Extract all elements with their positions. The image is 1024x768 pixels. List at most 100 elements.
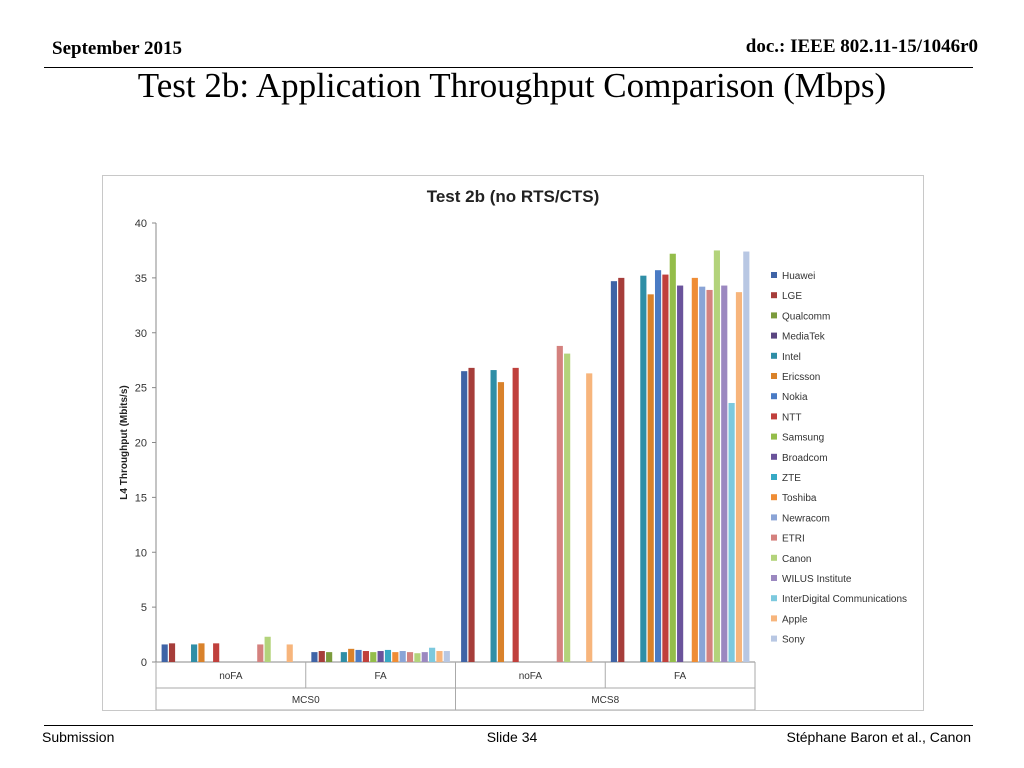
header-divider [44, 67, 973, 68]
y-tick-label: 40 [135, 218, 147, 230]
bar-huawei [461, 371, 468, 662]
bar-lge [168, 643, 176, 662]
x-group-label: MCS0 [292, 695, 320, 706]
bar-lge [318, 651, 325, 662]
bar-ntt [362, 651, 369, 662]
bar-ericsson [497, 382, 505, 662]
legend-label: LGE [782, 291, 802, 302]
legend-swatch [771, 635, 777, 642]
legend-label: ZTE [782, 473, 801, 484]
legend-swatch [771, 393, 777, 400]
chart-frame: Test 2b (no RTS/CTS) L4 Throughput (Mbits… [102, 175, 924, 711]
bar-etri [257, 644, 264, 662]
legend-swatch [771, 352, 777, 359]
bar-chart: Test 2b (no RTS/CTS) L4 Throughput (Mbits… [119, 187, 907, 710]
legend-swatch [771, 453, 777, 460]
legend-swatch [771, 272, 777, 278]
bar-ntt [213, 643, 220, 662]
footer-slide-number: Slide 34 [486, 729, 538, 745]
x-group-label: MCS8 [591, 695, 619, 706]
bar-etri [406, 652, 414, 662]
legend-label: Newracom [782, 513, 830, 524]
bar-etri [556, 345, 563, 662]
x-category-label: FA [674, 671, 687, 682]
legend-swatch [771, 554, 777, 561]
legend-label: MediaTek [782, 332, 826, 343]
legend-swatch [771, 433, 777, 440]
legend-swatch [771, 595, 777, 602]
document-id: doc.: IEEE 802.11-15/1046r0 [745, 36, 978, 57]
x-category-label: noFA [519, 671, 543, 682]
legend-swatch [771, 474, 777, 480]
legend-label: Samsung [782, 433, 824, 444]
y-tick-label: 30 [135, 328, 147, 340]
y-tick-label: 10 [135, 547, 147, 559]
footer-divider [44, 725, 973, 726]
slide-title: Test 2b: Application Throughput Comparis… [137, 66, 887, 105]
bar-apple [586, 373, 593, 662]
bar-apple [735, 292, 743, 662]
bar-intel [340, 652, 347, 662]
bar-huawei [311, 652, 318, 662]
legend-label: Intel [782, 352, 801, 363]
legend-label: Huawei [782, 271, 815, 282]
legend-label: Nokia [782, 392, 808, 403]
legend-swatch [771, 494, 777, 501]
bar-toshiba [691, 277, 698, 662]
chart-title: Test 2b (no RTS/CTS) [427, 187, 600, 206]
bar-apple [436, 651, 443, 662]
bar-lge [468, 367, 475, 662]
bar-broadcom [377, 651, 384, 662]
legend-label: InterDigital Communications [782, 594, 907, 605]
legend-label: WILUS Institute [782, 574, 852, 585]
bar-broadcom [677, 285, 684, 662]
bar-zte [384, 649, 392, 662]
bar-sony [743, 251, 750, 662]
bar-interdigital-communications [728, 402, 735, 662]
bar-canon [264, 636, 271, 662]
bar-ericsson [348, 648, 355, 662]
legend-swatch [771, 575, 777, 581]
legend-label: Ericsson [782, 372, 820, 383]
bar-canon [713, 250, 720, 662]
x-category-label: noFA [219, 671, 243, 682]
bar-apple [286, 644, 293, 662]
bar-interdigital-communications [429, 647, 436, 662]
bar-newracom [399, 651, 406, 662]
legend-label: NTT [782, 412, 801, 423]
y-tick-label: 15 [135, 492, 147, 504]
bar-intel [191, 644, 198, 662]
y-tick-label: 25 [135, 383, 147, 395]
header-date: September 2015 [52, 38, 182, 59]
y-tick-label: 0 [141, 657, 147, 669]
bar-canon [414, 653, 421, 662]
y-axis-label: L4 Throughput (Mbits/s) [119, 385, 130, 499]
legend-swatch [771, 292, 777, 299]
y-tick-label: 20 [135, 438, 147, 450]
bar-toshiba [392, 652, 399, 662]
footer-submission: Submission [42, 729, 115, 745]
legend-label: Apple [782, 614, 808, 625]
bar-wilus-institute [421, 652, 428, 662]
legend-label: Qualcomm [782, 311, 830, 322]
bar-lge [618, 277, 625, 662]
legend-label: Sony [782, 635, 805, 646]
x-category-label: FA [375, 671, 388, 682]
bar-huawei [161, 644, 168, 662]
footer-author: Stéphane Baron et al., Canon [786, 729, 971, 745]
bar-canon [564, 353, 571, 662]
bar-etri [706, 289, 713, 662]
legend-swatch [771, 373, 777, 379]
legend-label: ETRI [782, 534, 805, 545]
bar-huawei [610, 281, 618, 662]
bar-ntt [662, 274, 669, 662]
legend-swatch [771, 514, 777, 521]
bar-ntt [512, 367, 519, 662]
legend-swatch [771, 332, 777, 339]
bar-sony [443, 651, 450, 662]
legend-label: Toshiba [782, 493, 817, 504]
bar-newracom [699, 286, 706, 662]
legend-swatch [771, 615, 777, 622]
y-tick-label: 35 [135, 273, 147, 285]
bar-samsung [370, 652, 377, 662]
